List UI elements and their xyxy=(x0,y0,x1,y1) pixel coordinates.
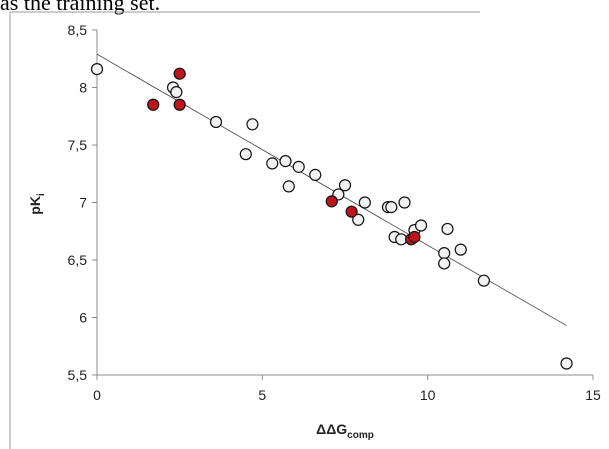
training-point xyxy=(454,243,467,256)
y-tick-label: 7,5 xyxy=(68,137,88,153)
training-point xyxy=(246,118,259,131)
svg-text:pKi: pKi xyxy=(27,193,47,215)
test-point xyxy=(345,205,358,218)
trend-line xyxy=(96,53,567,326)
x-tick-label: 15 xyxy=(585,387,601,403)
y-tick-label: 8,5 xyxy=(68,22,88,38)
training-point xyxy=(279,155,292,168)
y-tick-label: 6 xyxy=(79,310,87,326)
y-tick-label: 7 xyxy=(79,195,87,211)
x-tick-label: 5 xyxy=(258,387,266,403)
training-point xyxy=(398,196,411,209)
training-point xyxy=(414,219,428,232)
test-point xyxy=(173,67,186,80)
test-point xyxy=(147,98,160,111)
training-point xyxy=(338,179,352,192)
y-tick-label: 8 xyxy=(79,80,87,96)
y-axis-label: pKi xyxy=(27,193,47,215)
training-point xyxy=(560,357,573,370)
training-point xyxy=(282,180,295,193)
test-point xyxy=(173,98,186,111)
training-point xyxy=(385,201,398,214)
training-point xyxy=(441,222,454,236)
document-text: as the training set. xyxy=(0,0,161,15)
training-point xyxy=(170,85,183,99)
y-tick-label: 5,5 xyxy=(68,367,88,383)
x-tick-label: 10 xyxy=(420,387,436,403)
test-point xyxy=(325,195,338,208)
x-tick-label: 0 xyxy=(93,387,101,403)
training-point xyxy=(90,62,104,76)
training-point xyxy=(309,168,322,181)
training-point xyxy=(477,274,490,287)
training-point xyxy=(239,148,252,161)
training-point xyxy=(292,160,305,173)
training-point xyxy=(438,247,451,260)
training-point xyxy=(358,196,371,209)
training-point xyxy=(209,115,223,129)
training-point xyxy=(438,257,451,270)
training-point xyxy=(352,213,365,226)
test-point xyxy=(408,230,421,244)
x-axis-label: ΔΔGcomp xyxy=(316,421,374,441)
training-point xyxy=(266,157,279,170)
y-tick-label: 6,5 xyxy=(68,252,88,268)
